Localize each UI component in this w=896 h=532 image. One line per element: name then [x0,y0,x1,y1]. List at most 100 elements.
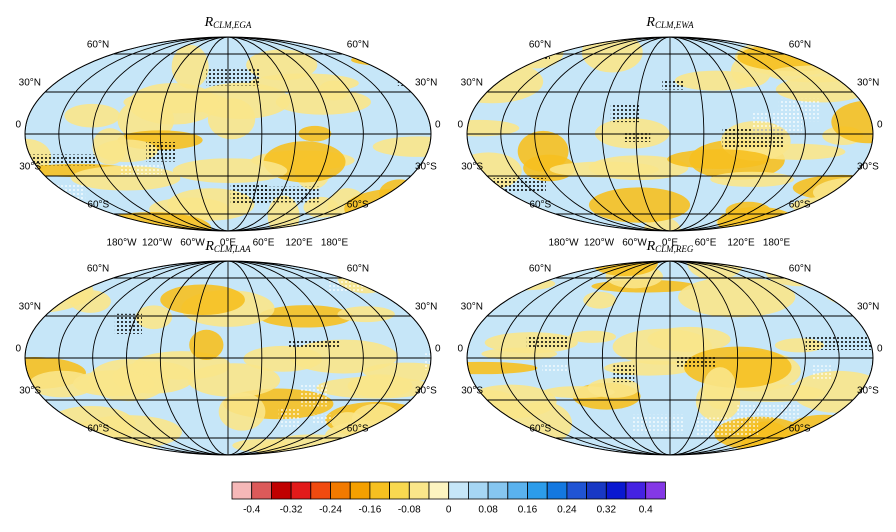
colorbar-box [487,481,509,500]
significance-stipple [312,414,333,425]
significance-stipple [288,339,340,349]
colorbar-box [586,481,607,500]
colorbar-box [546,481,568,500]
anomaly-patch [160,284,245,315]
significance-stipple [28,154,97,166]
anomaly-patch [246,49,318,81]
anomaly-patch [834,214,870,230]
lon-label: 60°W [622,238,647,249]
colorbar-label: 0.16 [518,505,538,516]
map-body [467,37,873,231]
significance-stipple [479,276,505,286]
lat-label: 30°S [415,162,437,173]
anomaly-patch [128,82,219,125]
significance-stipple [35,184,86,205]
colorbar-label: 0 [446,505,452,516]
map-body [25,37,431,231]
colorbar-box [428,481,450,500]
colorbar-box [645,481,666,500]
colorbar-box [566,481,588,500]
anomaly-patch [467,119,520,137]
lat-label: 30°N [415,302,437,313]
anomaly-patch [187,363,281,398]
map-panel: RCLM,REG 60°N 60°N 30°N 30°N 0 0 30°S 30°S 60°S 60… [457,239,883,456]
colorbar-label: -0.16 [359,505,382,516]
colorbar-label: -0.4 [243,505,261,516]
colorbar-box [349,481,371,500]
lat-label: 30°S [461,386,483,397]
anomaly-patch [351,53,426,67]
anomaly-patch [747,143,846,160]
significance-stipple [278,407,300,429]
anomaly-patch [674,70,758,91]
colorbar-box [310,481,331,500]
anomaly-patch [710,171,795,187]
lon-label: 180°E [321,238,349,249]
lat-label: 30°S [461,162,483,173]
anomaly-patch [678,276,796,318]
title-base: R [204,15,214,30]
lon-label: 60°E [695,238,717,249]
significance-stipple [299,383,328,407]
title-sub: CLM,EGA [213,20,252,30]
panel-title: RCLM,EWA [645,15,694,30]
lat-label: 0 [457,120,463,131]
anomaly-patch [172,158,288,184]
map-panel: RCLM,EWA 60°N 60°N 30°N 30°N 0 0 30°S 30°S 60°S 60… [457,15,883,249]
lat-label: 0 [457,344,463,355]
significance-stipple [526,335,570,349]
map-outline [24,260,432,456]
colorbar-box [231,481,253,500]
lat-label: 0 [435,344,441,355]
significance-stipple [389,444,431,455]
anomaly-patch [831,100,873,144]
significance-stipple [336,446,361,455]
lat-label: 60°N [347,40,369,51]
anomaly-patch [612,328,712,365]
significance-stipple [471,229,502,231]
lat-label: 30°N [461,78,483,89]
anomaly-patch [316,376,431,399]
significance-stipple [206,69,260,86]
colorbar-box [467,481,489,500]
significance-stipple [737,403,800,419]
lat-label: 60°S [789,200,811,211]
anomaly-patch [189,329,224,360]
colorbar-label: 0.32 [597,505,617,516]
colorbar-box [605,481,627,500]
significance-stipple [40,63,65,74]
colorbar-box [369,481,390,500]
lat-label: 60°N [789,40,811,51]
map-panel: RCLM,LAA 60°N 60°N 30°N 30°N 0 0 30°S 30°S 60°S 60… [15,239,441,456]
significance-stipple [675,356,716,367]
map-outline [24,36,432,232]
lon-label: 0°E [662,238,679,249]
lat-label: 30°S [857,162,879,173]
lon-label: 180°E [763,238,791,249]
anomaly-patch [218,392,266,431]
anomaly-patch [517,130,569,172]
anomaly-patch [73,370,155,397]
anomaly-patch [372,136,431,157]
colorbar: -0.4 -0.32 -0.24 -0.16 -0.08 0 0.08 0.16 0.24 0.3… [231,481,666,516]
significance-stipple [812,365,834,379]
lat-label: 60°S [87,424,109,435]
colorbar-box [330,481,351,500]
colorbar-box [290,481,312,500]
lat-label: 30°N [857,78,879,89]
lat-label: 60°N [529,40,551,51]
anomaly-patch [467,361,538,375]
anomaly-patch [337,306,395,323]
anomaly-patch [667,149,771,169]
significance-stipple [36,424,63,436]
lat-label: 30°S [415,386,437,397]
panel-title: RCLM,EGA [204,15,252,30]
colorbar-box [625,481,647,500]
significance-stipple [610,103,641,123]
significance-stipple [114,313,142,334]
map-body [467,261,873,455]
significance-stipple [805,335,872,350]
colorbar-label: 0.08 [478,505,498,516]
title-sub: CLM,REG [655,244,694,254]
